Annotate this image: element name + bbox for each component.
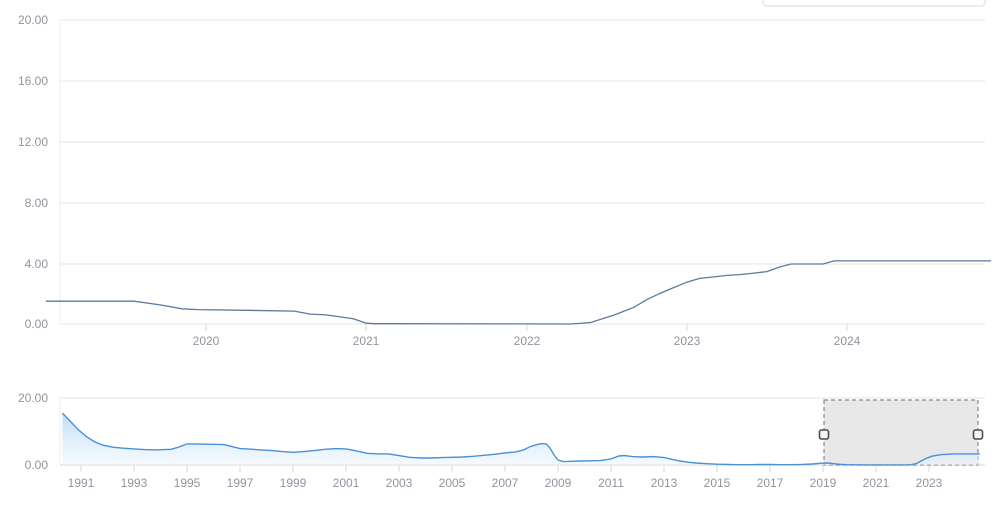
svg-text:12.00: 12.00 xyxy=(18,135,48,149)
svg-text:20.00: 20.00 xyxy=(18,13,48,27)
svg-text:1995: 1995 xyxy=(174,476,201,490)
svg-text:8.00: 8.00 xyxy=(25,196,49,210)
svg-text:1997: 1997 xyxy=(227,476,254,490)
svg-text:2023: 2023 xyxy=(916,476,943,490)
svg-text:2017: 2017 xyxy=(757,476,784,490)
svg-text:2024: 2024 xyxy=(834,334,861,348)
svg-text:2005: 2005 xyxy=(439,476,466,490)
svg-text:2022: 2022 xyxy=(514,334,541,348)
svg-text:2019: 2019 xyxy=(810,476,837,490)
svg-text:2001: 2001 xyxy=(333,476,360,490)
svg-text:2011: 2011 xyxy=(598,476,624,490)
svg-text:2003: 2003 xyxy=(386,476,413,490)
svg-text:20.00: 20.00 xyxy=(18,391,48,405)
svg-text:2009: 2009 xyxy=(545,476,572,490)
svg-text:2020: 2020 xyxy=(193,334,220,348)
svg-text:2013: 2013 xyxy=(651,476,678,490)
svg-text:0.00: 0.00 xyxy=(25,317,49,331)
svg-text:4.00: 4.00 xyxy=(25,257,49,271)
svg-text:2007: 2007 xyxy=(492,476,519,490)
svg-text:2021: 2021 xyxy=(353,334,380,348)
svg-text:2023: 2023 xyxy=(674,334,701,348)
svg-text:1999: 1999 xyxy=(280,476,307,490)
svg-text:0.00: 0.00 xyxy=(25,458,49,472)
svg-text:1991: 1991 xyxy=(68,476,95,490)
svg-text:2021: 2021 xyxy=(863,476,890,490)
svg-text:2015: 2015 xyxy=(704,476,731,490)
svg-text:16.00: 16.00 xyxy=(18,74,48,88)
svg-text:1993: 1993 xyxy=(121,476,148,490)
